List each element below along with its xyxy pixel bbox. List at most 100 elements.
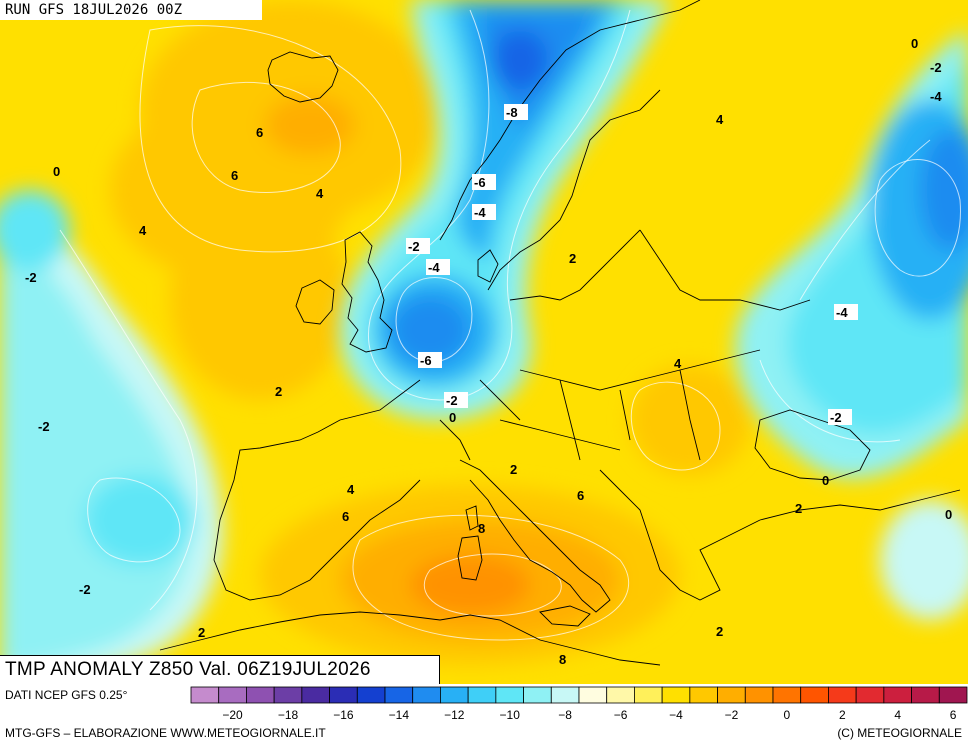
contour-label: 0 (945, 507, 952, 522)
temperature-anomaly-map: 0 -2 -4 6 6 4 4 0 4 -2 -8 -6 -4 -2 -4 2 … (0, 0, 968, 684)
contour-label: -4 (834, 304, 858, 320)
svg-text:0: 0 (945, 507, 952, 522)
svg-text:8: 8 (559, 652, 566, 667)
svg-text:0: 0 (911, 36, 918, 51)
legend-swatch (717, 686, 746, 704)
contour-label: -4 (472, 204, 496, 220)
legend-tick-label: 0 (784, 708, 791, 722)
contour-label: 8 (478, 521, 485, 536)
svg-text:-2: -2 (830, 410, 842, 425)
svg-text:2: 2 (198, 625, 205, 640)
legend-swatch (329, 686, 358, 704)
legend-swatch (356, 686, 386, 704)
contour-labels: 0 -2 -4 6 6 4 4 0 4 -2 -8 -6 -4 -2 -4 2 … (25, 36, 952, 667)
legend-swatch (190, 686, 220, 704)
contour-label: 4 (316, 186, 324, 201)
svg-text:6: 6 (342, 509, 349, 524)
legend-swatch (661, 686, 691, 704)
contour-label: 0 (822, 473, 829, 488)
contour-label: 2 (795, 501, 802, 516)
svg-text:6: 6 (256, 125, 263, 140)
contour-label: -4 (426, 259, 450, 275)
svg-text:6: 6 (577, 488, 584, 503)
svg-text:8: 8 (478, 521, 485, 536)
contour-label: 4 (139, 223, 147, 238)
svg-text:4: 4 (674, 356, 682, 371)
legend-swatch (412, 686, 441, 704)
contour-label: 4 (674, 356, 682, 371)
legend-swatch (828, 686, 857, 704)
legend-swatch (578, 686, 608, 704)
contour-label: 4 (347, 482, 355, 497)
svg-text:-2: -2 (930, 60, 942, 75)
contour-label: 2 (275, 384, 282, 399)
legend-tick-label: −16 (333, 708, 354, 722)
svg-text:-6: -6 (420, 353, 432, 368)
contour-label: 0 (449, 410, 456, 425)
contour-label: 6 (231, 168, 238, 183)
anomaly-fields (0, 0, 968, 684)
legend-swatch (273, 686, 303, 704)
legend-swatch (246, 686, 275, 704)
contour-label: 6 (256, 125, 263, 140)
legend-tick-label: 6 (950, 708, 957, 722)
svg-text:-2: -2 (79, 582, 91, 597)
contour-label: -6 (472, 174, 496, 190)
svg-text:2: 2 (795, 501, 802, 516)
svg-text:2: 2 (716, 624, 723, 639)
legend-tick-label: −2 (725, 708, 739, 722)
contour-label: -2 (930, 60, 942, 75)
contour-label: 6 (577, 488, 584, 503)
footer-credit-right: (C) METEOGIORNALE (837, 726, 962, 740)
legend-swatch (523, 686, 552, 704)
contour-label: 2 (716, 624, 723, 639)
svg-text:2: 2 (569, 251, 576, 266)
legend-tick-label: −8 (558, 708, 572, 722)
svg-text:-6: -6 (474, 175, 486, 190)
contour-label: -2 (25, 270, 37, 285)
svg-text:4: 4 (139, 223, 147, 238)
svg-text:4: 4 (716, 112, 724, 127)
legend-tick-label: −14 (389, 708, 410, 722)
footer-credit-left: MTG-GFS – ELABORAZIONE WWW.METEOGIORNALE… (5, 726, 326, 740)
contour-label: 8 (559, 652, 566, 667)
svg-text:2: 2 (275, 384, 282, 399)
contour-label: -8 (504, 104, 528, 120)
legend-swatch (218, 686, 247, 704)
svg-text:-4: -4 (428, 260, 440, 275)
contour-label: -2 (38, 419, 50, 434)
legend-swatch (301, 686, 330, 704)
contour-label: 4 (716, 112, 724, 127)
svg-text:-4: -4 (930, 89, 942, 104)
contour-label: -2 (828, 409, 852, 425)
contour-label: -2 (406, 238, 430, 254)
svg-text:0: 0 (822, 473, 829, 488)
svg-text:4: 4 (347, 482, 355, 497)
contour-label: 2 (510, 462, 517, 477)
legend-swatch (495, 686, 524, 704)
legend-tick-label: −6 (614, 708, 628, 722)
legend-swatch (467, 686, 497, 704)
svg-text:-2: -2 (25, 270, 37, 285)
run-label: RUN GFS 18JUL2026 00Z (0, 0, 262, 20)
legend-tick-label: 2 (839, 708, 846, 722)
legend-swatch (634, 686, 663, 704)
legend-swatch (800, 686, 829, 704)
contour-label: 0 (53, 164, 60, 179)
legend-swatch (689, 686, 718, 704)
map-title: TMP ANOMALY Z850 Val. 06Z19JUL2026 (0, 655, 440, 684)
svg-text:0: 0 (53, 164, 60, 179)
svg-text:2: 2 (510, 462, 517, 477)
legend-swatch (384, 686, 414, 704)
legend-tick-label: −20 (222, 708, 243, 722)
legend-tick-label: −10 (500, 708, 521, 722)
coastlines (159, 0, 961, 666)
contour-label: -4 (930, 89, 942, 104)
contour-label: 0 (911, 36, 918, 51)
legend-swatch (855, 686, 885, 704)
legend-tick-label: −12 (444, 708, 465, 722)
legend-swatch (606, 686, 635, 704)
legend-swatch (772, 686, 802, 704)
svg-text:-4: -4 (836, 305, 848, 320)
svg-text:6: 6 (231, 168, 238, 183)
